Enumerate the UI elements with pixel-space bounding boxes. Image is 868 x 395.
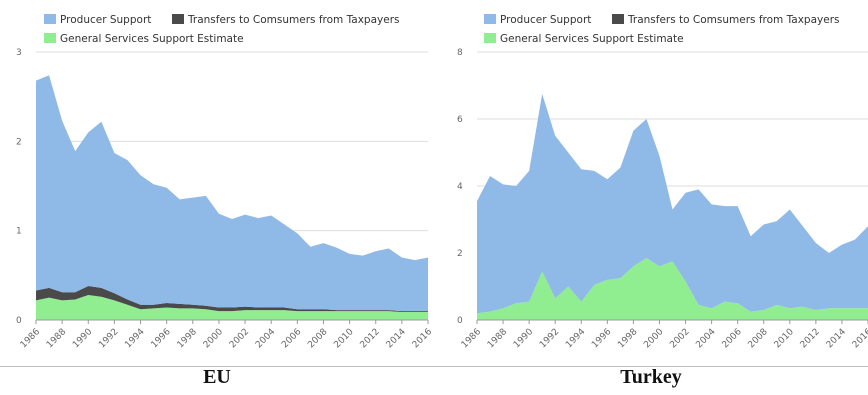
turkey-chart-panel: Producer Support Transfers to Comsumers … xyxy=(434,0,868,395)
x-tick-label: 1986 xyxy=(19,327,42,350)
x-tick-label: 2000 xyxy=(202,327,225,350)
eu-area-chart: Producer Support Transfers to Comsumers … xyxy=(16,14,434,350)
general-services-label: General Services Support Estimate xyxy=(500,33,684,45)
general-area[interactable] xyxy=(477,258,868,320)
x-tick-label: 1986 xyxy=(460,327,483,350)
transfers-swatch xyxy=(172,14,184,24)
x-tick-label: 2002 xyxy=(668,327,691,350)
transfers-label: Transfers to Comsumers from Taxpayers xyxy=(627,14,840,26)
general-services-label: General Services Support Estimate xyxy=(60,33,244,45)
x-tick-label: 2008 xyxy=(747,327,770,350)
legend: Producer Support Transfers to Comsumers … xyxy=(484,14,840,45)
x-tick-label: 2014 xyxy=(385,327,408,350)
y-tick-label: 6 xyxy=(457,115,463,125)
general-area[interactable] xyxy=(36,294,428,320)
caption-separator xyxy=(0,366,868,367)
producer-support-label: Producer Support xyxy=(500,14,591,26)
y-tick-label: 2 xyxy=(457,249,463,259)
eu-chart-panel: Producer Support Transfers to Comsumers … xyxy=(16,14,434,388)
y-tick-label: 8 xyxy=(457,48,463,58)
x-tick-label: 2004 xyxy=(694,327,717,350)
x-tick-label: 2014 xyxy=(825,327,848,350)
x-tick-label: 2004 xyxy=(254,327,277,350)
y-tick-label: 1 xyxy=(16,227,22,237)
x-tick-label: 2002 xyxy=(228,327,251,350)
transfers-swatch xyxy=(612,14,624,24)
producer-area[interactable] xyxy=(477,93,868,314)
x-tick-label: 1992 xyxy=(97,327,120,350)
general-services-swatch xyxy=(484,33,496,43)
x-tick-label: 1992 xyxy=(538,327,561,350)
x-tick-label: 1994 xyxy=(123,327,146,350)
legend-item-transfers[interactable]: Transfers to Comsumers from Taxpayers xyxy=(612,14,840,26)
x-tick-label: 1988 xyxy=(45,327,68,350)
producer-support-swatch xyxy=(484,14,496,24)
x-tick-label: 1996 xyxy=(150,327,173,350)
legend-item-transfers[interactable]: Transfers to Comsumers from Taxpayers xyxy=(172,14,400,26)
y-tick-label: 3 xyxy=(16,48,22,58)
x-tick-label: 2012 xyxy=(359,327,382,350)
x-tick-label: 2010 xyxy=(332,327,355,350)
producer-support-label: Producer Support xyxy=(60,14,151,26)
transfers-area[interactable] xyxy=(36,286,428,312)
legend-item-general-services[interactable]: General Services Support Estimate xyxy=(44,33,244,45)
turkey-caption: Turkey xyxy=(620,366,682,388)
x-tick-label: 1998 xyxy=(176,327,199,350)
x-tick-label: 1998 xyxy=(616,327,639,350)
x-tick-label: 2006 xyxy=(280,327,303,350)
legend-item-general-services[interactable]: General Services Support Estimate xyxy=(484,33,684,45)
eu-caption: EU xyxy=(203,366,231,388)
x-tick-label: 2008 xyxy=(306,327,329,350)
x-tick-label: 2016 xyxy=(851,327,868,350)
x-tick-label: 2010 xyxy=(773,327,796,350)
x-tick-label: 2000 xyxy=(642,327,665,350)
x-tick-label: 1994 xyxy=(564,327,587,350)
y-tick-label: 0 xyxy=(457,316,463,326)
producer-support-swatch xyxy=(44,14,56,24)
y-tick-label: 0 xyxy=(16,316,22,326)
general-services-swatch xyxy=(44,33,56,43)
x-tick-label: 1990 xyxy=(512,327,535,350)
transfers-label: Transfers to Comsumers from Taxpayers xyxy=(187,14,400,26)
turkey-area-chart: Producer Support Transfers to Comsumers … xyxy=(457,14,868,350)
x-tick-label: 2012 xyxy=(799,327,822,350)
y-tick-label: 2 xyxy=(16,137,22,147)
legend-item-producer-support[interactable]: Producer Support xyxy=(44,14,151,26)
x-tick-label: 2016 xyxy=(411,327,434,350)
legend: Producer Support Transfers to Comsumers … xyxy=(44,14,400,45)
x-tick-label: 2006 xyxy=(721,327,744,350)
producer-area[interactable] xyxy=(36,75,428,312)
x-tick-label: 1996 xyxy=(590,327,613,350)
y-tick-label: 4 xyxy=(457,182,463,192)
legend-item-producer-support[interactable]: Producer Support xyxy=(484,14,591,26)
x-tick-label: 1988 xyxy=(486,327,509,350)
x-tick-label: 1990 xyxy=(71,327,94,350)
